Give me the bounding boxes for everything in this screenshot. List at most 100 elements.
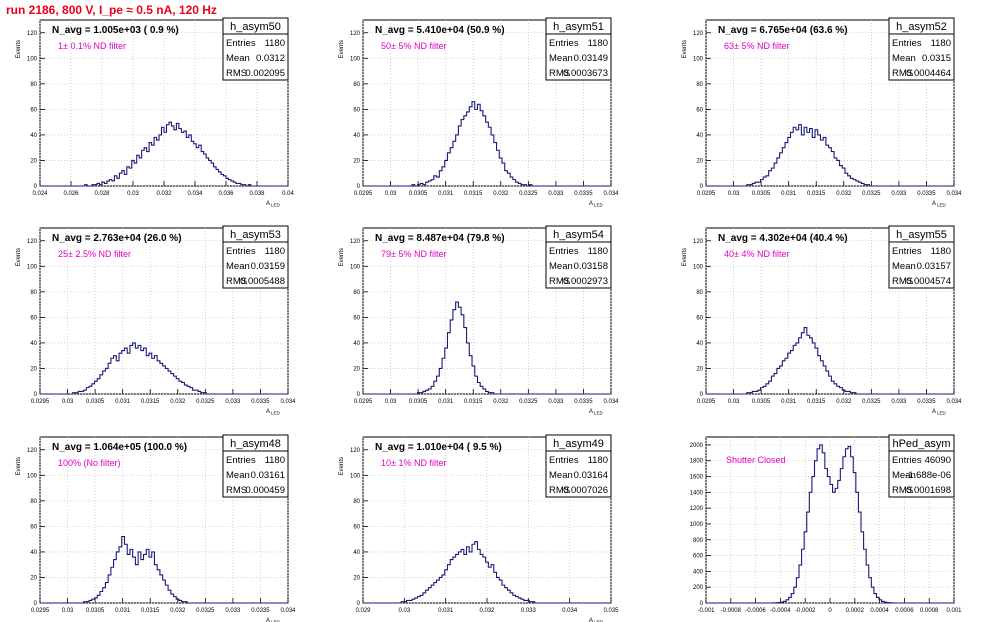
stats-label: Mean xyxy=(549,53,573,64)
navg-label: N_avg = 5.410e+04 (50.9 %) xyxy=(375,25,505,36)
y-tick-label: 0 xyxy=(34,601,38,607)
stats-body-box xyxy=(545,450,612,498)
stats-value: 0.000459 xyxy=(245,485,285,496)
x-tick-label: -0.0004 xyxy=(770,608,791,614)
stats-label: Entries xyxy=(226,455,256,466)
stats-label: Mean xyxy=(892,470,916,481)
y-tick-label: 40 xyxy=(30,341,37,347)
stats-value: 1180 xyxy=(265,455,285,466)
histogram-panel-h_asym52: 0.0295 0.03 0.0305 0.031 0.0315 0.032 0.0325 0.… xyxy=(682,17,962,208)
x-tick-label: 0.0325 xyxy=(519,399,538,405)
x-tick-label: 0.032 xyxy=(156,191,172,197)
navg-label: N_avg = 1.064e+05 (100.0 %) xyxy=(52,442,187,453)
stats-body-box xyxy=(888,450,955,498)
stats-value: 0.0001698 xyxy=(906,485,951,496)
histogram-series-line xyxy=(363,541,611,604)
x-tick-label: 0.036 xyxy=(218,191,234,197)
stats-value: 0.0312 xyxy=(256,53,285,64)
stats-box: h_asym53 Entries 1180 Mean 0.03159 RMS0.00054… xyxy=(222,225,289,289)
y-tick-label: 2000 xyxy=(690,443,704,449)
y-tick-label: 100 xyxy=(693,56,704,62)
y-tick-label: 120 xyxy=(27,31,38,37)
y-tick-label: 80 xyxy=(353,82,360,88)
y-tick-label: 60 xyxy=(696,315,703,321)
y-tick-label: 100 xyxy=(350,264,361,270)
histogram-series-line xyxy=(706,124,954,187)
stats-value: 1180 xyxy=(265,246,285,257)
x-axis-label: ALED xyxy=(932,201,947,208)
x-axis-label: ALED xyxy=(589,618,604,622)
stats-box: h_asym52 Entries 1180 Mean 0.0315 RMS0.000446… xyxy=(888,17,955,81)
histogram-name: h_asym48 xyxy=(230,438,281,450)
y-axis-label: Events xyxy=(682,248,688,266)
stats-box: h_asym48 Entries 1180 Mean 0.03161 RMS0.00045… xyxy=(222,434,289,498)
stats-label: Entries xyxy=(892,455,922,466)
navg-label: N_avg = 1.005e+03 ( 0.9 %) xyxy=(52,25,179,36)
x-tick-label: 0.034 xyxy=(187,191,203,197)
y-tick-label: 120 xyxy=(27,239,38,245)
x-tick-label: 0.0295 xyxy=(697,399,716,405)
y-tick-label: 120 xyxy=(350,31,361,37)
stats-value: 0.0004464 xyxy=(906,68,951,79)
histogram-name: h_asym54 xyxy=(553,229,604,241)
x-tick-label: 0.03 xyxy=(385,191,397,197)
stats-body-box xyxy=(888,33,955,81)
stats-value: 0.03159 xyxy=(251,261,285,272)
histogram-panel-h_asym50: 0.024 0.026 0.028 0.03 0.032 0.034 0.036 0.038 0… xyxy=(16,17,294,208)
y-tick-label: 120 xyxy=(27,448,38,454)
stats-label: Mean xyxy=(549,470,573,481)
x-tick-label: 0 xyxy=(828,608,832,614)
x-axis-label: ALED xyxy=(589,201,604,208)
histogram-name: h_asym50 xyxy=(230,21,281,33)
histogram-name: h_asym55 xyxy=(896,229,947,241)
y-tick-label: 80 xyxy=(353,290,360,296)
filter-note: 79± 5% ND filter xyxy=(381,249,446,259)
x-tick-label: 0.032 xyxy=(836,399,852,405)
histogram-panel-h_asym54: 0.0295 0.03 0.0305 0.031 0.0315 0.032 0.0325 0.… xyxy=(339,225,619,416)
y-tick-label: 20 xyxy=(696,366,703,372)
filter-note: 25± 2.5% ND filter xyxy=(58,249,131,259)
y-tick-label: 20 xyxy=(696,158,703,164)
x-tick-label: 0.0295 xyxy=(354,399,373,405)
y-tick-label: 60 xyxy=(353,107,360,113)
histogram-panel-h_asym53: 0.0295 0.03 0.0305 0.031 0.0315 0.032 0.0325 0.… xyxy=(16,225,296,416)
x-tick-label: 0.03 xyxy=(728,191,740,197)
stats-value: 0.0007026 xyxy=(563,485,608,496)
x-tick-label: 0.0295 xyxy=(31,399,50,405)
x-tick-label: 0.032 xyxy=(493,191,509,197)
y-tick-label: 0 xyxy=(357,601,361,607)
y-tick-label: 40 xyxy=(353,550,360,556)
run-title: run 2186, 800 V, I_pe ≈ 0.5 nA, 120 Hz xyxy=(6,3,217,17)
x-tick-label: 0.0335 xyxy=(917,399,936,405)
histogram-panel-h_asym51: 0.0295 0.03 0.0305 0.031 0.0315 0.032 0.0325 0.… xyxy=(339,17,619,208)
y-tick-label: 80 xyxy=(30,82,37,88)
x-tick-label: 0.0335 xyxy=(917,191,936,197)
y-tick-label: 1200 xyxy=(690,506,704,512)
x-tick-label: 0.031 xyxy=(438,191,454,197)
stats-value: 0.0005488 xyxy=(240,276,285,287)
y-tick-label: 0 xyxy=(357,392,361,398)
x-tick-label: 0.0305 xyxy=(752,191,771,197)
y-tick-label: 120 xyxy=(350,448,361,454)
y-tick-label: 60 xyxy=(696,107,703,113)
x-tick-label: 0.028 xyxy=(94,191,110,197)
y-axis-label: Events xyxy=(16,40,22,58)
x-tick-label: -0.0002 xyxy=(795,608,816,614)
filter-note: 50± 5% ND filter xyxy=(381,41,446,51)
histogram-name: hPed_asym xyxy=(892,438,950,450)
x-tick-label: 0.038 xyxy=(249,191,265,197)
x-tick-label: 0.03 xyxy=(398,608,410,614)
stats-label: Entries xyxy=(892,246,922,257)
x-tick-label: 0.04 xyxy=(282,191,294,197)
x-tick-label: 0.034 xyxy=(603,191,619,197)
stats-value: 0.0004574 xyxy=(906,276,951,287)
stats-label: Mean xyxy=(892,53,916,64)
x-tick-label: 0.026 xyxy=(63,191,79,197)
stats-label: Entries xyxy=(226,38,256,49)
stats-value: 0.0002973 xyxy=(563,276,608,287)
x-tick-label: 0.0335 xyxy=(574,191,593,197)
x-tick-label: 0.0325 xyxy=(862,191,881,197)
stats-body-box xyxy=(545,33,612,81)
stats-value: 1180 xyxy=(588,38,608,49)
y-tick-label: 200 xyxy=(693,585,704,591)
